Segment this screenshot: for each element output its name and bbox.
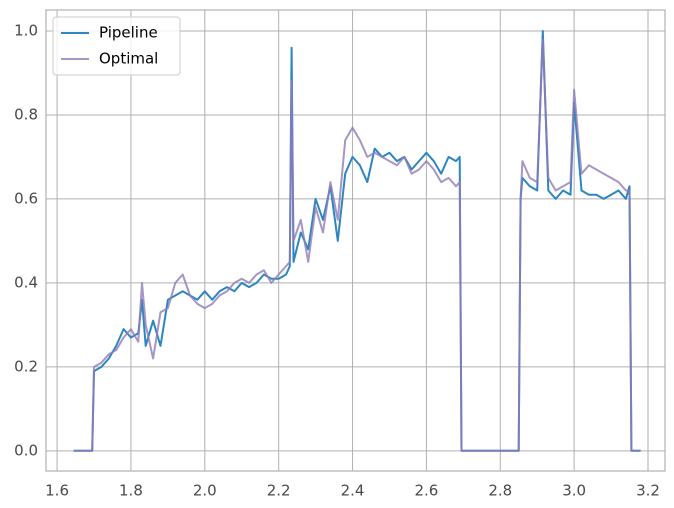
legend-label: Pipeline <box>99 24 158 42</box>
x-tick-label: 2.0 <box>193 482 217 500</box>
y-tick-label: 0.4 <box>14 273 38 291</box>
x-tick-label: 2.6 <box>414 482 438 500</box>
series-line <box>73 30 641 452</box>
x-tick-label: 2.4 <box>341 482 365 500</box>
y-tick-label: 0.2 <box>14 357 38 375</box>
x-tick-label: 1.6 <box>45 482 69 500</box>
x-tick-label: 2.2 <box>267 482 291 500</box>
y-tick-label: 1.0 <box>14 21 38 39</box>
x-tick-label: 3.2 <box>636 482 660 500</box>
x-tick-label: 3.0 <box>562 482 586 500</box>
x-tick-label: 2.8 <box>488 482 512 500</box>
legend-label: Optimal <box>99 50 158 68</box>
series-line <box>73 38 641 452</box>
plot-frame <box>45 9 666 472</box>
y-tick-label: 0.0 <box>14 441 38 459</box>
y-tick-label: 0.8 <box>14 105 38 123</box>
legend-box <box>52 16 181 76</box>
y-tick-label: 0.6 <box>14 189 38 207</box>
x-tick-label: 1.8 <box>119 482 143 500</box>
